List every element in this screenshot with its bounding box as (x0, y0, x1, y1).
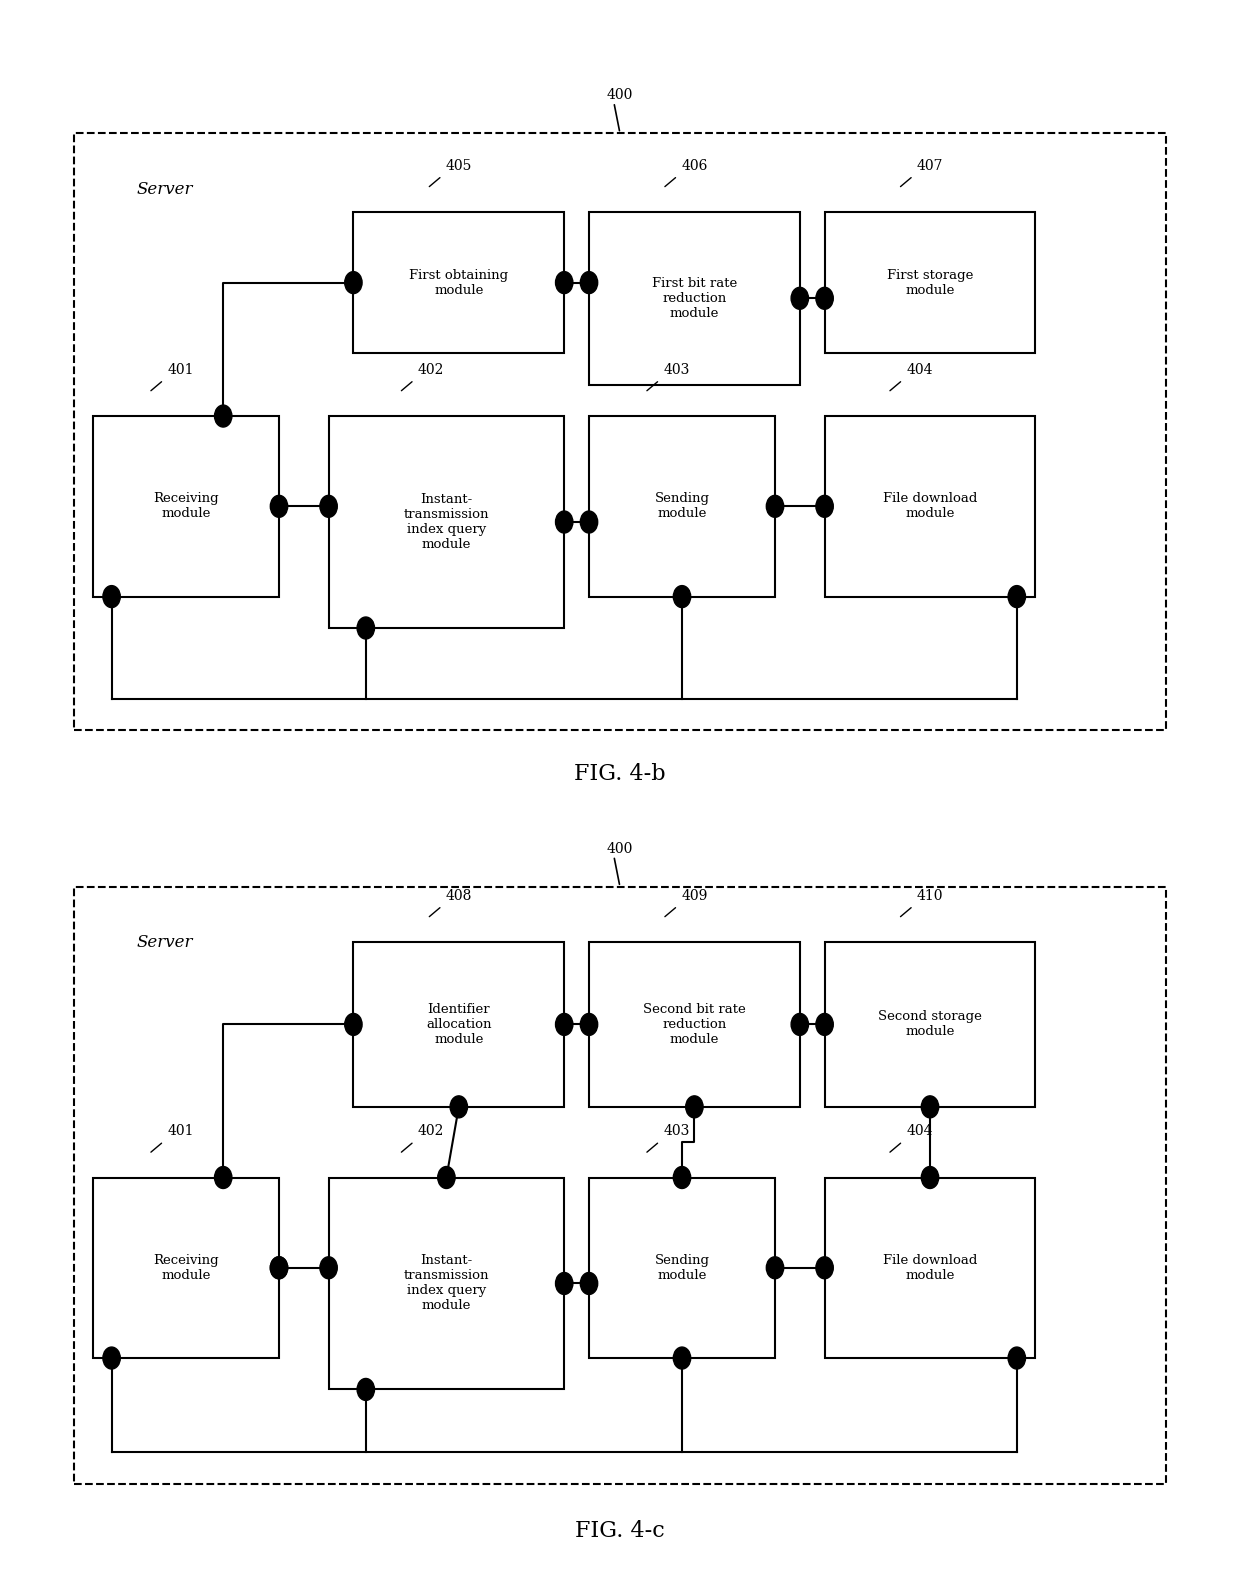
Text: 404: 404 (906, 1124, 932, 1138)
Text: Second storage
module: Second storage module (878, 1011, 982, 1038)
Text: 402: 402 (418, 1124, 444, 1138)
Text: First obtaining
module: First obtaining module (409, 268, 508, 297)
Circle shape (215, 1167, 232, 1188)
FancyBboxPatch shape (589, 416, 775, 597)
Circle shape (791, 287, 808, 309)
Circle shape (816, 287, 833, 309)
Circle shape (556, 512, 573, 534)
Circle shape (580, 1014, 598, 1036)
Circle shape (791, 1014, 808, 1036)
FancyBboxPatch shape (589, 212, 800, 385)
Circle shape (215, 405, 232, 427)
Circle shape (320, 496, 337, 518)
Text: 402: 402 (418, 363, 444, 377)
Circle shape (270, 1256, 288, 1278)
Text: Instant-
transmission
index query
module: Instant- transmission index query module (404, 1254, 489, 1313)
Text: Sending
module: Sending module (655, 493, 709, 520)
Circle shape (921, 1096, 939, 1118)
Text: Instant-
transmission
index query
module: Instant- transmission index query module (404, 493, 489, 551)
Text: Receiving
module: Receiving module (154, 1254, 218, 1281)
Text: File download
module: File download module (883, 1254, 977, 1281)
Circle shape (816, 496, 833, 518)
Text: 410: 410 (918, 889, 944, 903)
Text: 400: 400 (606, 88, 634, 102)
Circle shape (103, 586, 120, 608)
Circle shape (357, 617, 374, 639)
Text: Identifier
allocation
module: Identifier allocation module (427, 1003, 491, 1046)
Circle shape (1008, 1347, 1025, 1369)
Circle shape (450, 1096, 467, 1118)
Text: 401: 401 (167, 363, 193, 377)
Circle shape (580, 512, 598, 534)
FancyBboxPatch shape (353, 212, 564, 353)
Text: 408: 408 (446, 889, 472, 903)
Circle shape (103, 1347, 120, 1369)
FancyBboxPatch shape (329, 1178, 564, 1389)
FancyBboxPatch shape (825, 416, 1035, 597)
Circle shape (686, 1096, 703, 1118)
Text: 407: 407 (918, 159, 944, 173)
Text: 406: 406 (682, 159, 708, 173)
Text: First storage
module: First storage module (887, 268, 973, 297)
Text: 403: 403 (663, 363, 689, 377)
Text: 401: 401 (167, 1124, 193, 1138)
FancyBboxPatch shape (353, 942, 564, 1107)
Text: File download
module: File download module (883, 493, 977, 520)
Circle shape (320, 1256, 337, 1278)
Circle shape (816, 1014, 833, 1036)
Text: Second bit rate
reduction
module: Second bit rate reduction module (644, 1003, 745, 1046)
FancyBboxPatch shape (93, 416, 279, 597)
FancyBboxPatch shape (589, 942, 800, 1107)
Text: 404: 404 (906, 363, 932, 377)
Circle shape (270, 1256, 288, 1278)
Circle shape (766, 1256, 784, 1278)
FancyBboxPatch shape (589, 1178, 775, 1358)
Text: 405: 405 (446, 159, 472, 173)
FancyBboxPatch shape (825, 1178, 1035, 1358)
Circle shape (673, 1347, 691, 1369)
Circle shape (345, 272, 362, 294)
Circle shape (921, 1167, 939, 1188)
Circle shape (673, 586, 691, 608)
FancyBboxPatch shape (825, 212, 1035, 353)
Circle shape (1008, 586, 1025, 608)
Text: FIG. 4-b: FIG. 4-b (574, 763, 666, 785)
Text: 409: 409 (682, 889, 708, 903)
Circle shape (766, 496, 784, 518)
Circle shape (673, 1167, 691, 1188)
Text: Server: Server (136, 934, 193, 951)
Circle shape (556, 1272, 573, 1294)
Circle shape (357, 1378, 374, 1400)
Circle shape (580, 272, 598, 294)
Circle shape (556, 1014, 573, 1036)
FancyBboxPatch shape (329, 416, 564, 628)
Text: Server: Server (136, 181, 193, 198)
FancyBboxPatch shape (93, 1178, 279, 1358)
Circle shape (816, 1256, 833, 1278)
Text: Receiving
module: Receiving module (154, 493, 218, 520)
Text: FIG. 4-c: FIG. 4-c (575, 1520, 665, 1542)
Circle shape (438, 1167, 455, 1188)
Text: 403: 403 (663, 1124, 689, 1138)
FancyBboxPatch shape (825, 942, 1035, 1107)
Text: 400: 400 (606, 842, 634, 856)
Circle shape (345, 1014, 362, 1036)
Circle shape (580, 1272, 598, 1294)
Circle shape (270, 496, 288, 518)
Text: First bit rate
reduction
module: First bit rate reduction module (652, 276, 737, 320)
Text: Sending
module: Sending module (655, 1254, 709, 1281)
Circle shape (556, 272, 573, 294)
